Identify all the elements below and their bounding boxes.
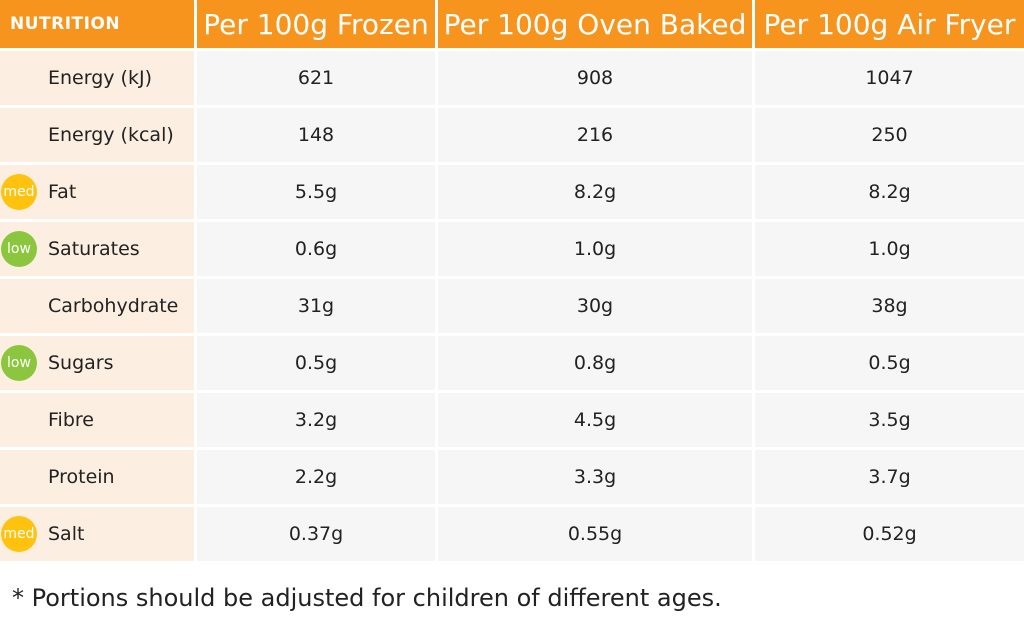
table-row: med Salt 0.37g 0.55g 0.52g — [0, 507, 1024, 564]
nutrient-cell: low Sugars — [0, 336, 197, 393]
table-row: med Fat 5.5g 8.2g 8.2g — [0, 165, 1024, 222]
table-row: Carbohydrate 31g 30g 38g — [0, 279, 1024, 336]
per-100g-oven-baked-value: 1.0g — [438, 222, 755, 279]
nutrient-label: Energy (kJ) — [48, 67, 152, 89]
per-100g-air-fryer-value: 3.7g — [755, 450, 1024, 507]
table-row: low Saturates 0.6g 1.0g 1.0g — [0, 222, 1024, 279]
table-row: Energy (kcal) 148 216 250 — [0, 108, 1024, 165]
per-100g-frozen-value: 0.5g — [197, 336, 438, 393]
nutrient-cell: low Saturates — [0, 222, 197, 279]
nutrient-label: Fibre — [48, 409, 94, 431]
table-row: low Sugars 0.5g 0.8g 0.5g — [0, 336, 1024, 393]
per-100g-oven-baked-value: 0.55g — [438, 507, 755, 564]
per-100g-frozen-value: 2.2g — [197, 450, 438, 507]
footnote: * Portions should be adjusted for childr… — [12, 584, 722, 612]
per-100g-frozen-value: 3.2g — [197, 393, 438, 450]
per-100g-air-fryer-value: 1.0g — [755, 222, 1024, 279]
per-100g-oven-baked-value: 30g — [438, 279, 755, 336]
per-100g-air-fryer-value: 38g — [755, 279, 1024, 336]
nutrient-label: Salt — [48, 523, 85, 545]
header-per-100g-oven-baked: Per 100g Oven Baked — [438, 0, 755, 51]
per-100g-frozen-value: 148 — [197, 108, 438, 165]
header-per-100g-frozen: Per 100g Frozen — [197, 0, 438, 51]
nutrient-cell: Energy (kJ) — [0, 51, 197, 108]
per-100g-oven-baked-value: 4.5g — [438, 393, 755, 450]
per-100g-frozen-value: 621 — [197, 51, 438, 108]
per-100g-frozen-value: 5.5g — [197, 165, 438, 222]
per-100g-oven-baked-value: 216 — [438, 108, 755, 165]
nutrient-label: Saturates — [48, 238, 140, 260]
per-100g-frozen-value: 31g — [197, 279, 438, 336]
table-row: Protein 2.2g 3.3g 3.7g — [0, 450, 1024, 507]
per-100g-frozen-value: 0.6g — [197, 222, 438, 279]
nutrient-cell: Energy (kcal) — [0, 108, 197, 165]
nutrient-label: Fat — [48, 181, 77, 203]
table-row: Energy (kJ) 621 908 1047 — [0, 51, 1024, 108]
nutrient-cell: med Salt — [0, 507, 197, 564]
nutrient-cell: Protein — [0, 450, 197, 507]
per-100g-oven-baked-value: 908 — [438, 51, 755, 108]
header-per-100g-air-fryer: Per 100g Air Fryer — [755, 0, 1024, 51]
per-100g-air-fryer-value: 1047 — [755, 51, 1024, 108]
med-level-badge: med — [1, 174, 37, 210]
per-100g-air-fryer-value: 0.52g — [755, 507, 1024, 564]
per-100g-oven-baked-value: 8.2g — [438, 165, 755, 222]
per-100g-air-fryer-value: 250 — [755, 108, 1024, 165]
nutrient-cell: Fibre — [0, 393, 197, 450]
per-100g-oven-baked-value: 3.3g — [438, 450, 755, 507]
nutrient-label: Sugars — [48, 352, 114, 374]
per-100g-air-fryer-value: 0.5g — [755, 336, 1024, 393]
header-nutrition: NUTRITION — [0, 0, 197, 51]
low-level-badge: low — [1, 231, 37, 267]
table-header-row: NUTRITION Per 100g Frozen Per 100g Oven … — [0, 0, 1024, 51]
nutrient-cell: med Fat — [0, 165, 197, 222]
per-100g-oven-baked-value: 0.8g — [438, 336, 755, 393]
nutrient-label: Carbohydrate — [48, 295, 179, 317]
low-level-badge: low — [1, 345, 37, 381]
nutrient-label: Energy (kcal) — [48, 124, 174, 146]
per-100g-air-fryer-value: 8.2g — [755, 165, 1024, 222]
med-level-badge: med — [1, 516, 37, 552]
nutrient-label: Protein — [48, 466, 115, 488]
per-100g-air-fryer-value: 3.5g — [755, 393, 1024, 450]
nutrient-cell: Carbohydrate — [0, 279, 197, 336]
table-body: Energy (kJ) 621 908 1047 Energy (kcal) 148 216… — [0, 51, 1024, 564]
per-100g-frozen-value: 0.37g — [197, 507, 438, 564]
nutrition-table: NUTRITION Per 100g Frozen Per 100g Oven … — [0, 0, 1024, 564]
table-row: Fibre 3.2g 4.5g 3.5g — [0, 393, 1024, 450]
